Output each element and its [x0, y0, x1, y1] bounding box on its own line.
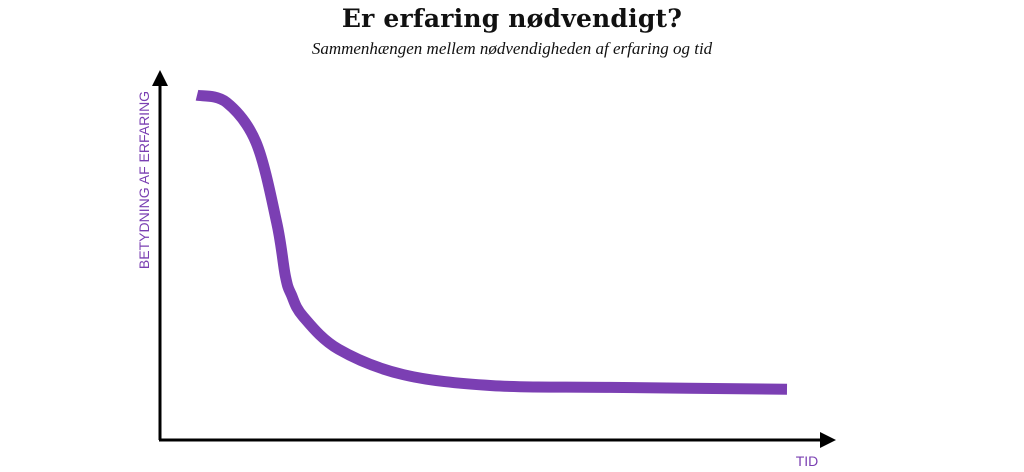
series-group: [195, 89, 788, 395]
chart-title: Er erfaring nødvendigt?: [341, 4, 683, 33]
x-axis-label: TID: [796, 453, 819, 469]
chart-subtitle: Sammenhængen mellem nødvendigheden af er…: [311, 39, 713, 58]
series-line-1: [195, 89, 788, 395]
y-axis-arrow: [152, 70, 168, 86]
x-axis-arrow: [820, 432, 836, 448]
y-axis-label: BETYDNING AF ERFARING: [136, 91, 152, 269]
